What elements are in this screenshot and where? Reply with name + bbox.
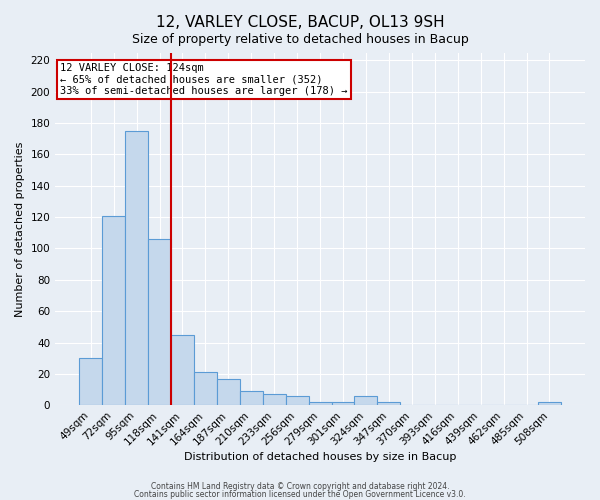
Bar <box>332 402 355 405</box>
Bar <box>148 239 171 405</box>
Bar <box>263 394 286 405</box>
Bar <box>240 391 263 405</box>
Bar <box>102 216 125 405</box>
Text: Size of property relative to detached houses in Bacup: Size of property relative to detached ho… <box>131 32 469 46</box>
Bar <box>79 358 102 405</box>
Text: Contains HM Land Registry data © Crown copyright and database right 2024.: Contains HM Land Registry data © Crown c… <box>151 482 449 491</box>
Text: Contains public sector information licensed under the Open Government Licence v3: Contains public sector information licen… <box>134 490 466 499</box>
Bar <box>355 396 377 405</box>
Bar <box>538 402 561 405</box>
Bar <box>286 396 308 405</box>
Text: 12 VARLEY CLOSE: 124sqm
← 65% of detached houses are smaller (352)
33% of semi-d: 12 VARLEY CLOSE: 124sqm ← 65% of detache… <box>61 63 348 96</box>
Text: 12, VARLEY CLOSE, BACUP, OL13 9SH: 12, VARLEY CLOSE, BACUP, OL13 9SH <box>155 15 445 30</box>
Bar <box>171 334 194 405</box>
X-axis label: Distribution of detached houses by size in Bacup: Distribution of detached houses by size … <box>184 452 456 462</box>
Bar <box>377 402 400 405</box>
Bar <box>194 372 217 405</box>
Y-axis label: Number of detached properties: Number of detached properties <box>15 141 25 316</box>
Bar <box>308 402 332 405</box>
Bar <box>217 378 240 405</box>
Bar <box>125 131 148 405</box>
